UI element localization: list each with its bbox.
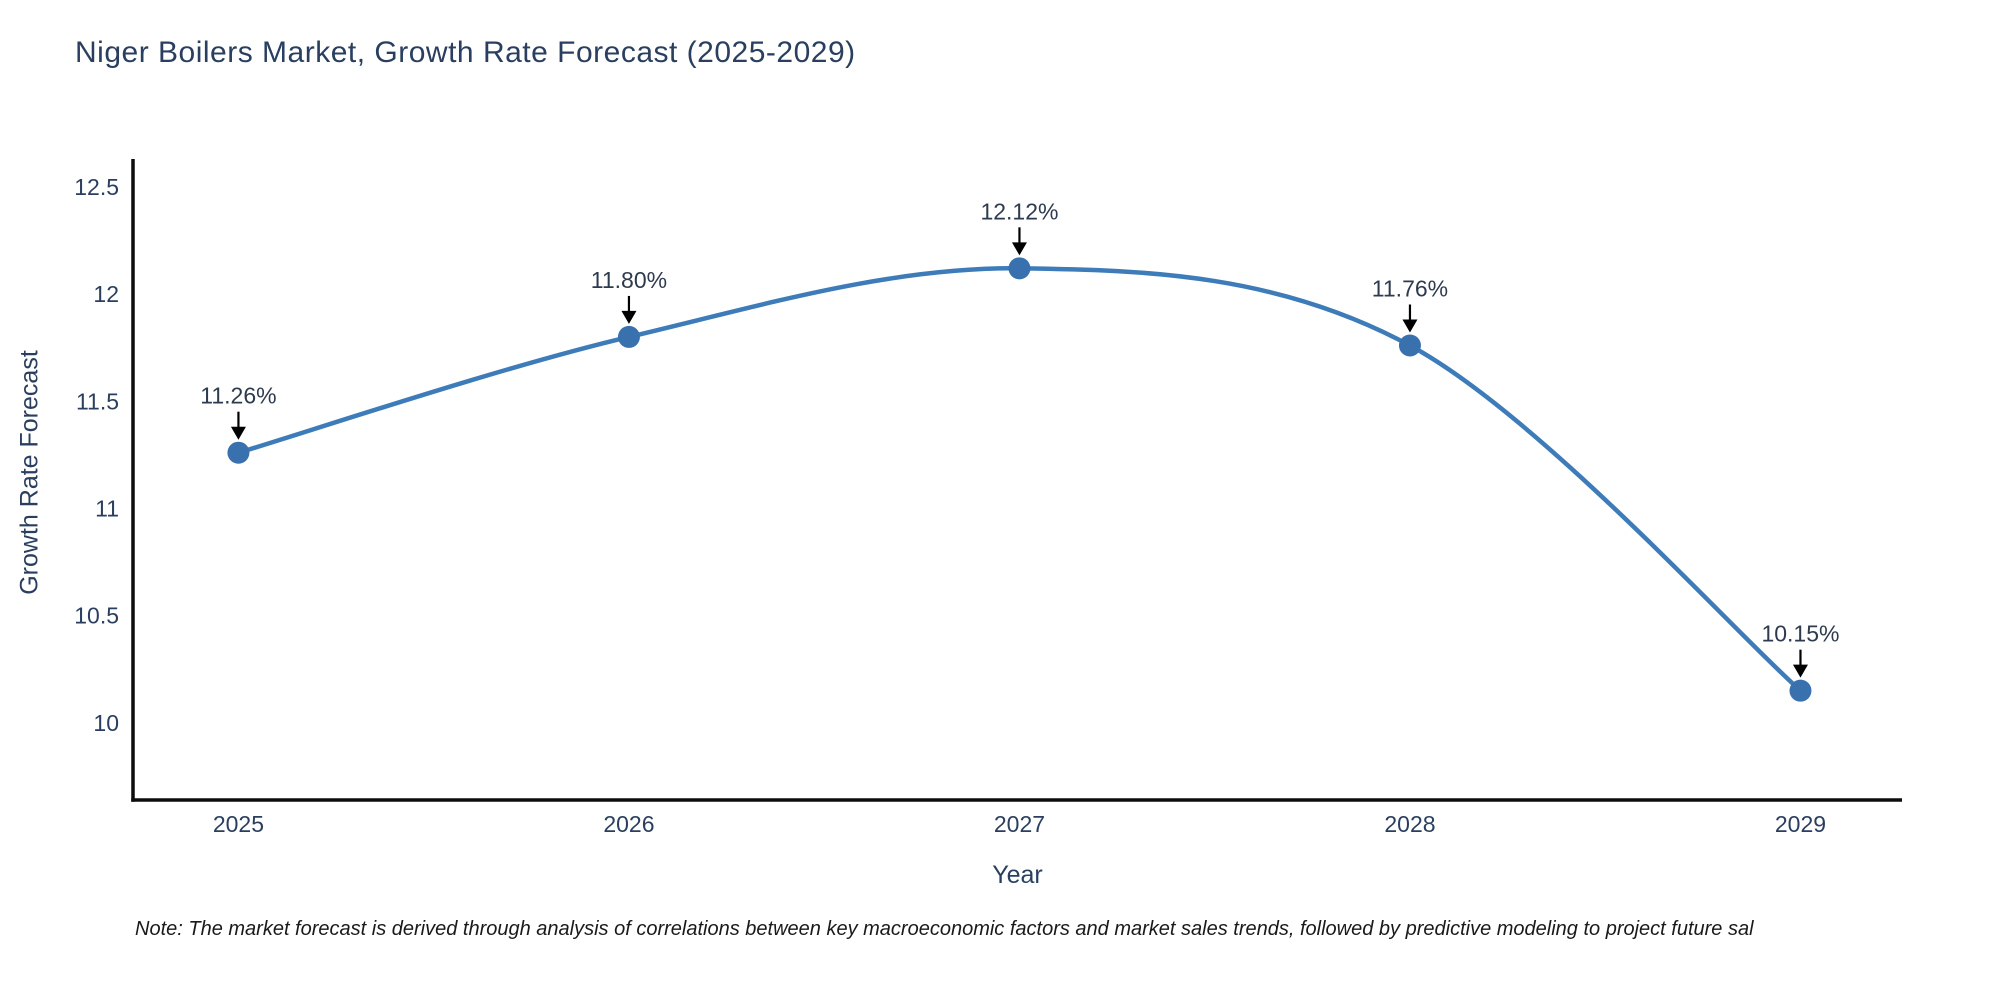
annotation-arrow-head <box>1792 664 1808 678</box>
x-tick-label: 2026 <box>603 811 654 837</box>
x-axis-title: Year <box>992 861 1043 889</box>
x-tick-label: 2027 <box>994 811 1045 837</box>
x-tick-label: 2028 <box>1384 811 1435 837</box>
y-tick-label: 12.5 <box>74 174 119 200</box>
chart-title: Niger Boilers Market, Growth Rate Foreca… <box>75 36 856 69</box>
y-tick-label: 10.5 <box>74 603 119 629</box>
data-point-label: 10.15% <box>1761 621 1839 647</box>
data-point-label: 11.76% <box>1372 276 1448 302</box>
data-point-label: 12.12% <box>980 198 1058 224</box>
y-tick-label: 10 <box>93 710 119 736</box>
data-point-label: 11.26% <box>200 383 276 409</box>
x-tick-label: 2025 <box>213 811 264 837</box>
annotation-arrow-head <box>230 426 246 440</box>
annotation-arrow-head <box>621 310 637 324</box>
data-point-label: 11.80% <box>591 267 667 293</box>
data-point-marker <box>1789 679 1812 702</box>
y-tick-label: 12 <box>93 281 119 307</box>
annotation-arrow-head <box>1402 319 1418 333</box>
y-tick-label: 11 <box>95 495 119 521</box>
data-point-marker <box>617 325 640 348</box>
data-point-marker <box>1398 334 1421 357</box>
data-point-marker <box>1008 257 1031 280</box>
x-tick-label: 2029 <box>1775 811 1826 837</box>
annotation-arrow-head <box>1011 242 1027 256</box>
forecast-line <box>237 266 1802 693</box>
data-point-marker <box>227 441 250 464</box>
footnote-text: Note: The market forecast is derived thr… <box>135 918 1754 940</box>
y-tick-label: 11.5 <box>76 388 119 414</box>
y-axis-title: Growth Rate Forecast <box>15 350 44 595</box>
